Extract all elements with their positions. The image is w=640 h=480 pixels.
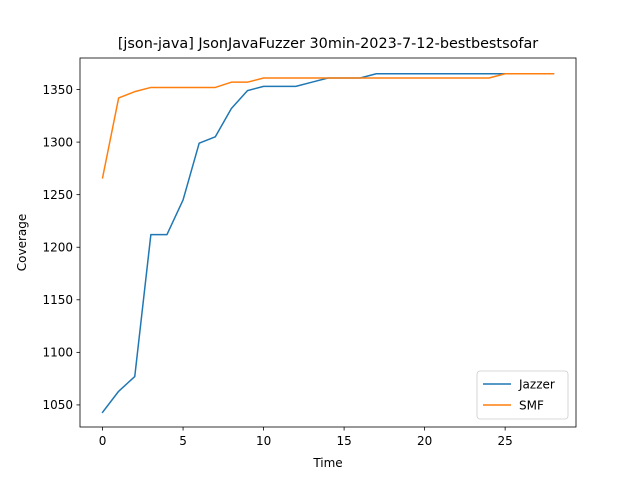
ticks-layer: 0 5 10 15 20 25 1050 1100 1150 1200 1250 1300 1350 [42,83,512,448]
legend-box [476,370,569,420]
y-tick-label: 1250 [42,188,73,202]
legend-label-jazzer: Jazzer [518,377,555,391]
y-tick-label: 1100 [42,346,73,360]
plot-frame [79,57,577,428]
x-tick-label: 0 [99,434,107,448]
y-tick-label: 1050 [42,398,73,412]
x-tick-label: 15 [336,434,351,448]
y-tick-label: 1300 [42,135,73,149]
legend-label-smf: SMF [519,398,544,412]
series-layer [101,73,555,414]
series-line-smf [101,73,555,179]
y-tick-label: 1350 [42,83,73,97]
x-tick-label: 10 [256,434,271,448]
x-axis-label: Time [312,456,342,470]
y-tick-label: 1150 [42,293,73,307]
x-tick-label: 5 [179,434,187,448]
x-tick-label: 25 [498,434,513,448]
chart-title: [json-java] JsonJavaFuzzer 30min-2023-7-… [118,36,538,52]
x-tick-label: 20 [417,434,432,448]
y-axis-label: Coverage [15,214,29,272]
y-tick-label: 1200 [42,241,73,255]
legend: Jazzer SMF [476,370,569,420]
